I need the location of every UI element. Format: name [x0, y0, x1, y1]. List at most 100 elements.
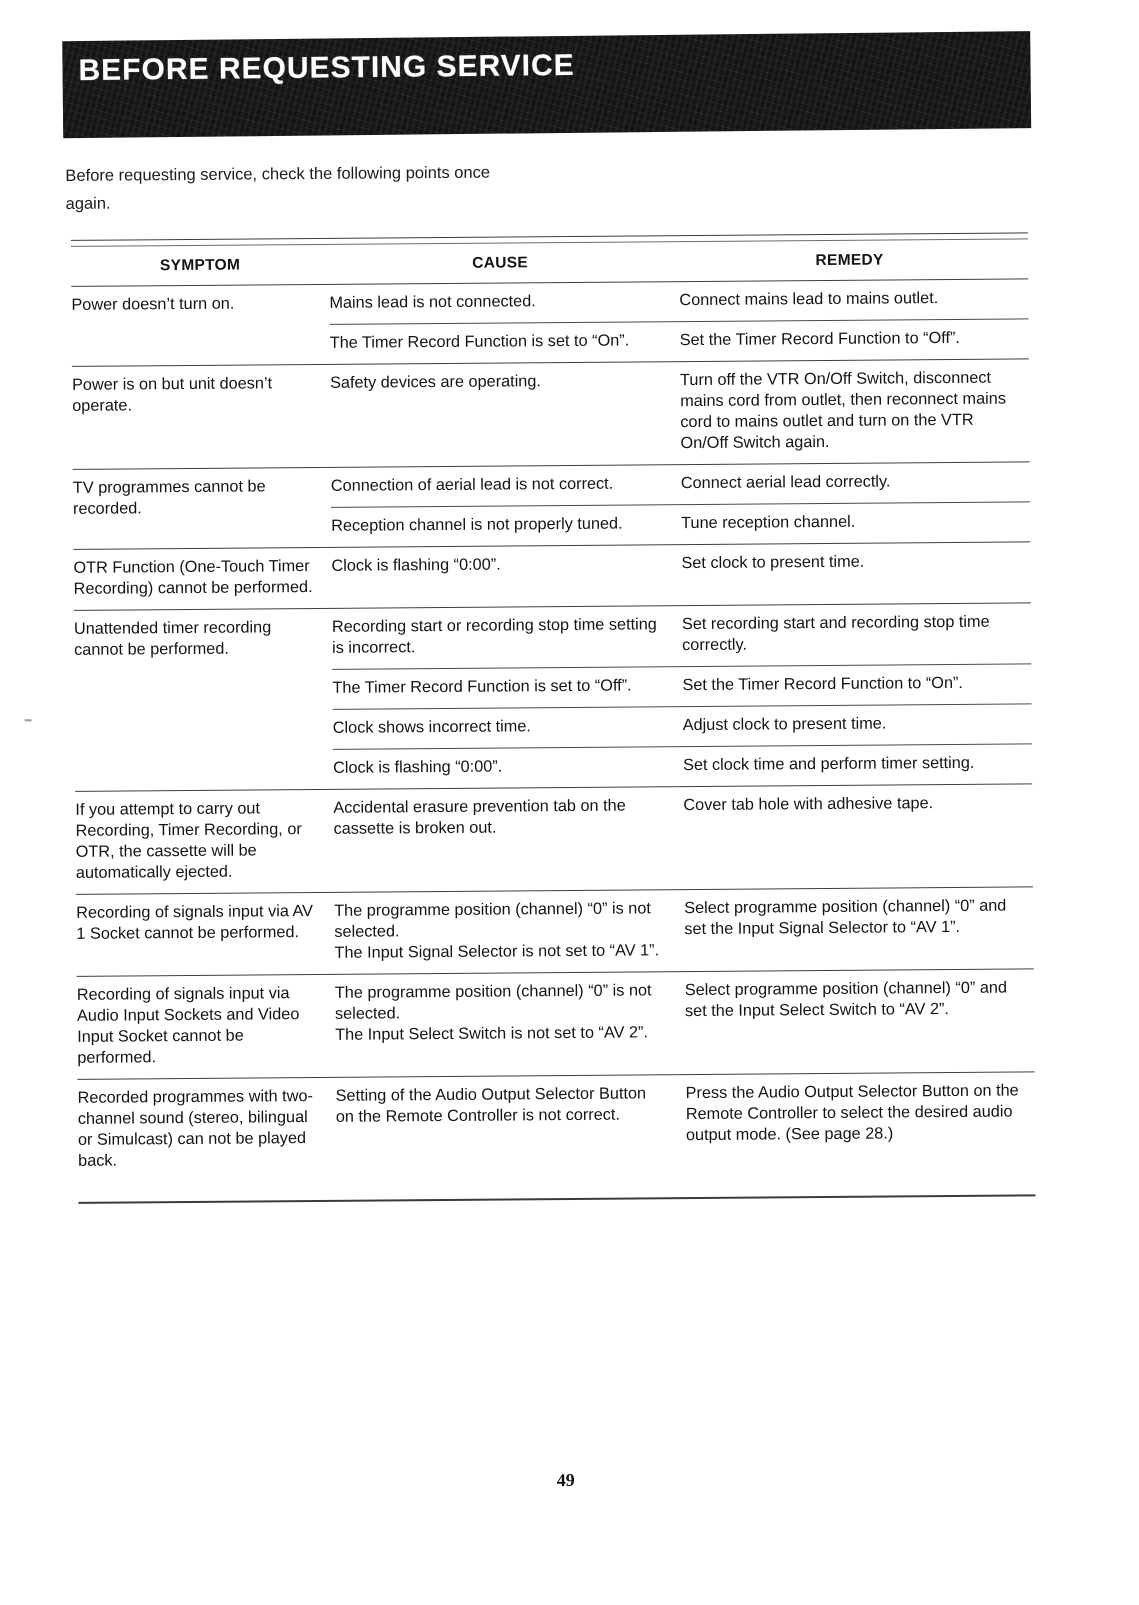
cause-cell: The programme position (channel) “0” is …: [334, 890, 677, 974]
cell-text: Clock shows incorrect time.: [332, 717, 531, 737]
cause-cell: Mains lead is not connected.: [329, 282, 671, 324]
remedy-cell: Press the Audio Output Selector Button o…: [677, 1072, 1035, 1197]
remedy-cell: Tune reception channel.: [673, 502, 1030, 544]
cell-text: Set clock time and perform timer setting…: [682, 753, 975, 775]
table-row: Reception channel is not properly tuned.…: [331, 501, 1031, 547]
cell-text: Set the Timer Record Function to “On”.: [682, 673, 963, 695]
table-row: The Timer Record Function is set to “On”…: [329, 318, 1029, 364]
table-row: The programme position (channel) “0” is …: [334, 887, 1034, 973]
cell-text: Press the Audio Output Selector Button o…: [685, 1081, 1019, 1145]
cell-text: Set clock to present time.: [681, 552, 865, 573]
remedy-cell: Turn off the VTR On/Off Switch, disconne…: [672, 359, 1030, 464]
cause-cell: Reception channel is not properly tuned.: [331, 505, 673, 547]
cell-text: Select programme position (channel) “0” …: [684, 978, 1008, 1021]
cause-cell: Safety devices are operating.: [330, 362, 673, 467]
troubleshooting-table: SYMPTOM CAUSE REMEDY Power doesn’t turn …: [70, 232, 1036, 1204]
column-header-remedy: REMEDY: [815, 251, 884, 270]
symptom-cell: Recording of signals input via AV 1 Sock…: [76, 893, 335, 976]
cell-text: Setting of the Audio Output Selector But…: [335, 1084, 647, 1126]
cell-text: Mains lead is not connected.: [329, 292, 536, 312]
table-row: Safety devices are operating. Turn off t…: [330, 359, 1030, 466]
cell-text: Power is on but unit doesn’t operate.: [71, 374, 273, 415]
remedy-cell: Set clock to present time.: [673, 542, 1030, 605]
remedy-cell: Set the Timer Record Function to “Off”.: [672, 319, 1029, 361]
table-row: Clock is flashing “0:00”. Set clock to p…: [331, 542, 1030, 607]
remedy-cell: Adjust clock to present time.: [675, 704, 1032, 746]
table-row-group: Recording of signals input via AV 1 Sock…: [76, 886, 1034, 976]
column-header-cause: CAUSE: [472, 254, 529, 272]
cell-text: Reception channel is not properly tuned.: [331, 514, 623, 535]
cell-text: Recording of signals input via AV 1 Sock…: [76, 902, 314, 943]
cell-text: The Input Signal Selector is not set to …: [334, 941, 660, 962]
cell-text: Connect mains lead to mains outlet.: [679, 289, 939, 310]
cell-text: Connection of aerial lead is not correct…: [330, 474, 614, 495]
symptom-cell: Power is on but unit doesn’t operate.: [72, 365, 331, 469]
cell-text: Select programme position (channel) “0” …: [684, 896, 1007, 939]
intro-line: again.: [65, 194, 111, 213]
table-row-group: Recording of signals input via Audio Inp…: [76, 968, 1035, 1079]
table-row: The programme position (channel) “0” is …: [335, 969, 1035, 1076]
table-row-group: Power doesn’t turn on. Mains lead is not…: [71, 278, 1029, 366]
page-number: 49: [556, 1469, 575, 1491]
remedy-cell: Connect mains lead to mains outlet.: [671, 279, 1028, 321]
cause-cell: The Timer Record Function is set to “On”…: [330, 322, 672, 364]
symptom-cell: Unattended timer recording cannot be per…: [74, 609, 333, 791]
table-row-group: TV programmes cannot be recorded. Connec…: [72, 461, 1031, 549]
remedy-cell: Select programme position (channel) “0” …: [677, 969, 1035, 1074]
cause-cell: Clock is flashing “0:00”.: [333, 747, 675, 789]
cause-cell: The programme position (channel) “0” is …: [335, 972, 678, 1077]
cell-text: Set the Timer Record Function to “Off”.: [679, 328, 960, 350]
cell-text: Safety devices are operating.: [329, 372, 541, 392]
cell-text: Connect aerial lead correctly.: [680, 472, 891, 493]
cause-cell: Accidental erasure prevention tab on the…: [333, 787, 676, 892]
scan-artifact: [24, 719, 32, 722]
intro-line: Before requesting service, check the fol…: [65, 163, 491, 185]
symptom-cell: Recorded programmes with two-channel sou…: [77, 1078, 336, 1202]
section-title: BEFORE REQUESTING SERVICE: [78, 48, 575, 88]
cell-text: The programme position (channel) “0” is …: [334, 899, 651, 941]
column-header-symptom: SYMPTOM: [159, 256, 241, 275]
cell-text: Tune reception channel.: [681, 512, 856, 533]
cell-text: Clock is flashing “0:00”.: [332, 757, 503, 777]
cause-cell: Clock shows incorrect time.: [333, 707, 675, 749]
table-row: Setting of the Audio Output Selector But…: [335, 1072, 1035, 1199]
cell-text: The Timer Record Function is set to “Off…: [332, 676, 632, 697]
intro-text: Before requesting service, check the fol…: [65, 158, 625, 218]
cell-text: The Input Select Switch is not set to “A…: [335, 1023, 649, 1044]
cell-text: Cover tab hole with adhesive tape.: [683, 794, 934, 815]
table-row-group: Unattended timer recording cannot be per…: [73, 602, 1033, 791]
symptom-cell: TV programmes cannot be recorded.: [73, 468, 332, 549]
table-row: Mains lead is not connected. Connect mai…: [329, 279, 1028, 323]
section-banner: BEFORE REQUESTING SERVICE: [62, 31, 1032, 139]
remedy-cell: Connect aerial lead correctly.: [673, 462, 1030, 504]
remedy-cell: Select programme position (channel) “0” …: [676, 887, 1034, 971]
cell-text: Unattended timer recording cannot be per…: [73, 618, 272, 659]
symptom-cell: Power doesn’t turn on.: [71, 285, 330, 366]
cause-cell: Clock is flashing “0:00”.: [331, 545, 673, 608]
symptom-cell: OTR Function (One-Touch Timer Recording)…: [73, 548, 331, 610]
table-row: The Timer Record Function is set to “Off…: [332, 663, 1032, 709]
cell-text: Recorded programmes with two-channel sou…: [77, 1087, 313, 1170]
remedy-cell: Cover tab hole with adhesive tape.: [675, 784, 1033, 889]
table-row: Clock is flashing “0:00”. Set clock time…: [332, 743, 1033, 789]
table-row: Clock shows incorrect time. Adjust clock…: [332, 703, 1032, 749]
cell-text: The programme position (channel) “0” is …: [334, 981, 652, 1023]
cell-text: Clock is flashing “0:00”.: [331, 555, 501, 575]
table-row-group: OTR Function (One-Touch Timer Recording)…: [73, 541, 1031, 610]
remedy-cell: Set recording start and recording stop t…: [674, 603, 1031, 666]
cell-text: Power doesn’t turn on.: [71, 294, 235, 314]
table-row: Recording start or recording stop time s…: [332, 603, 1031, 668]
symptom-cell: If you attempt to carry out Recording, T…: [75, 790, 334, 894]
cell-text: Adjust clock to present time.: [682, 714, 887, 735]
cause-cell: Connection of aerial lead is not correct…: [331, 465, 673, 507]
cell-text: Recording start or recording stop time s…: [331, 615, 657, 657]
cell-text: OTR Function (One-Touch Timer Recording)…: [73, 557, 313, 598]
cell-text: If you attempt to carry out Recording, T…: [75, 799, 302, 882]
cell-text: Accidental erasure prevention tab on the…: [333, 796, 626, 838]
table-row: Accidental erasure prevention tab on the…: [333, 784, 1033, 891]
remedy-cell: Set clock time and perform timer setting…: [675, 744, 1032, 786]
table-row-group: If you attempt to carry out Recording, T…: [75, 783, 1034, 894]
table-row-group: Power is on but unit doesn’t operate. Sa…: [71, 358, 1030, 469]
symptom-cell: Recording of signals input via Audio Inp…: [77, 975, 336, 1079]
